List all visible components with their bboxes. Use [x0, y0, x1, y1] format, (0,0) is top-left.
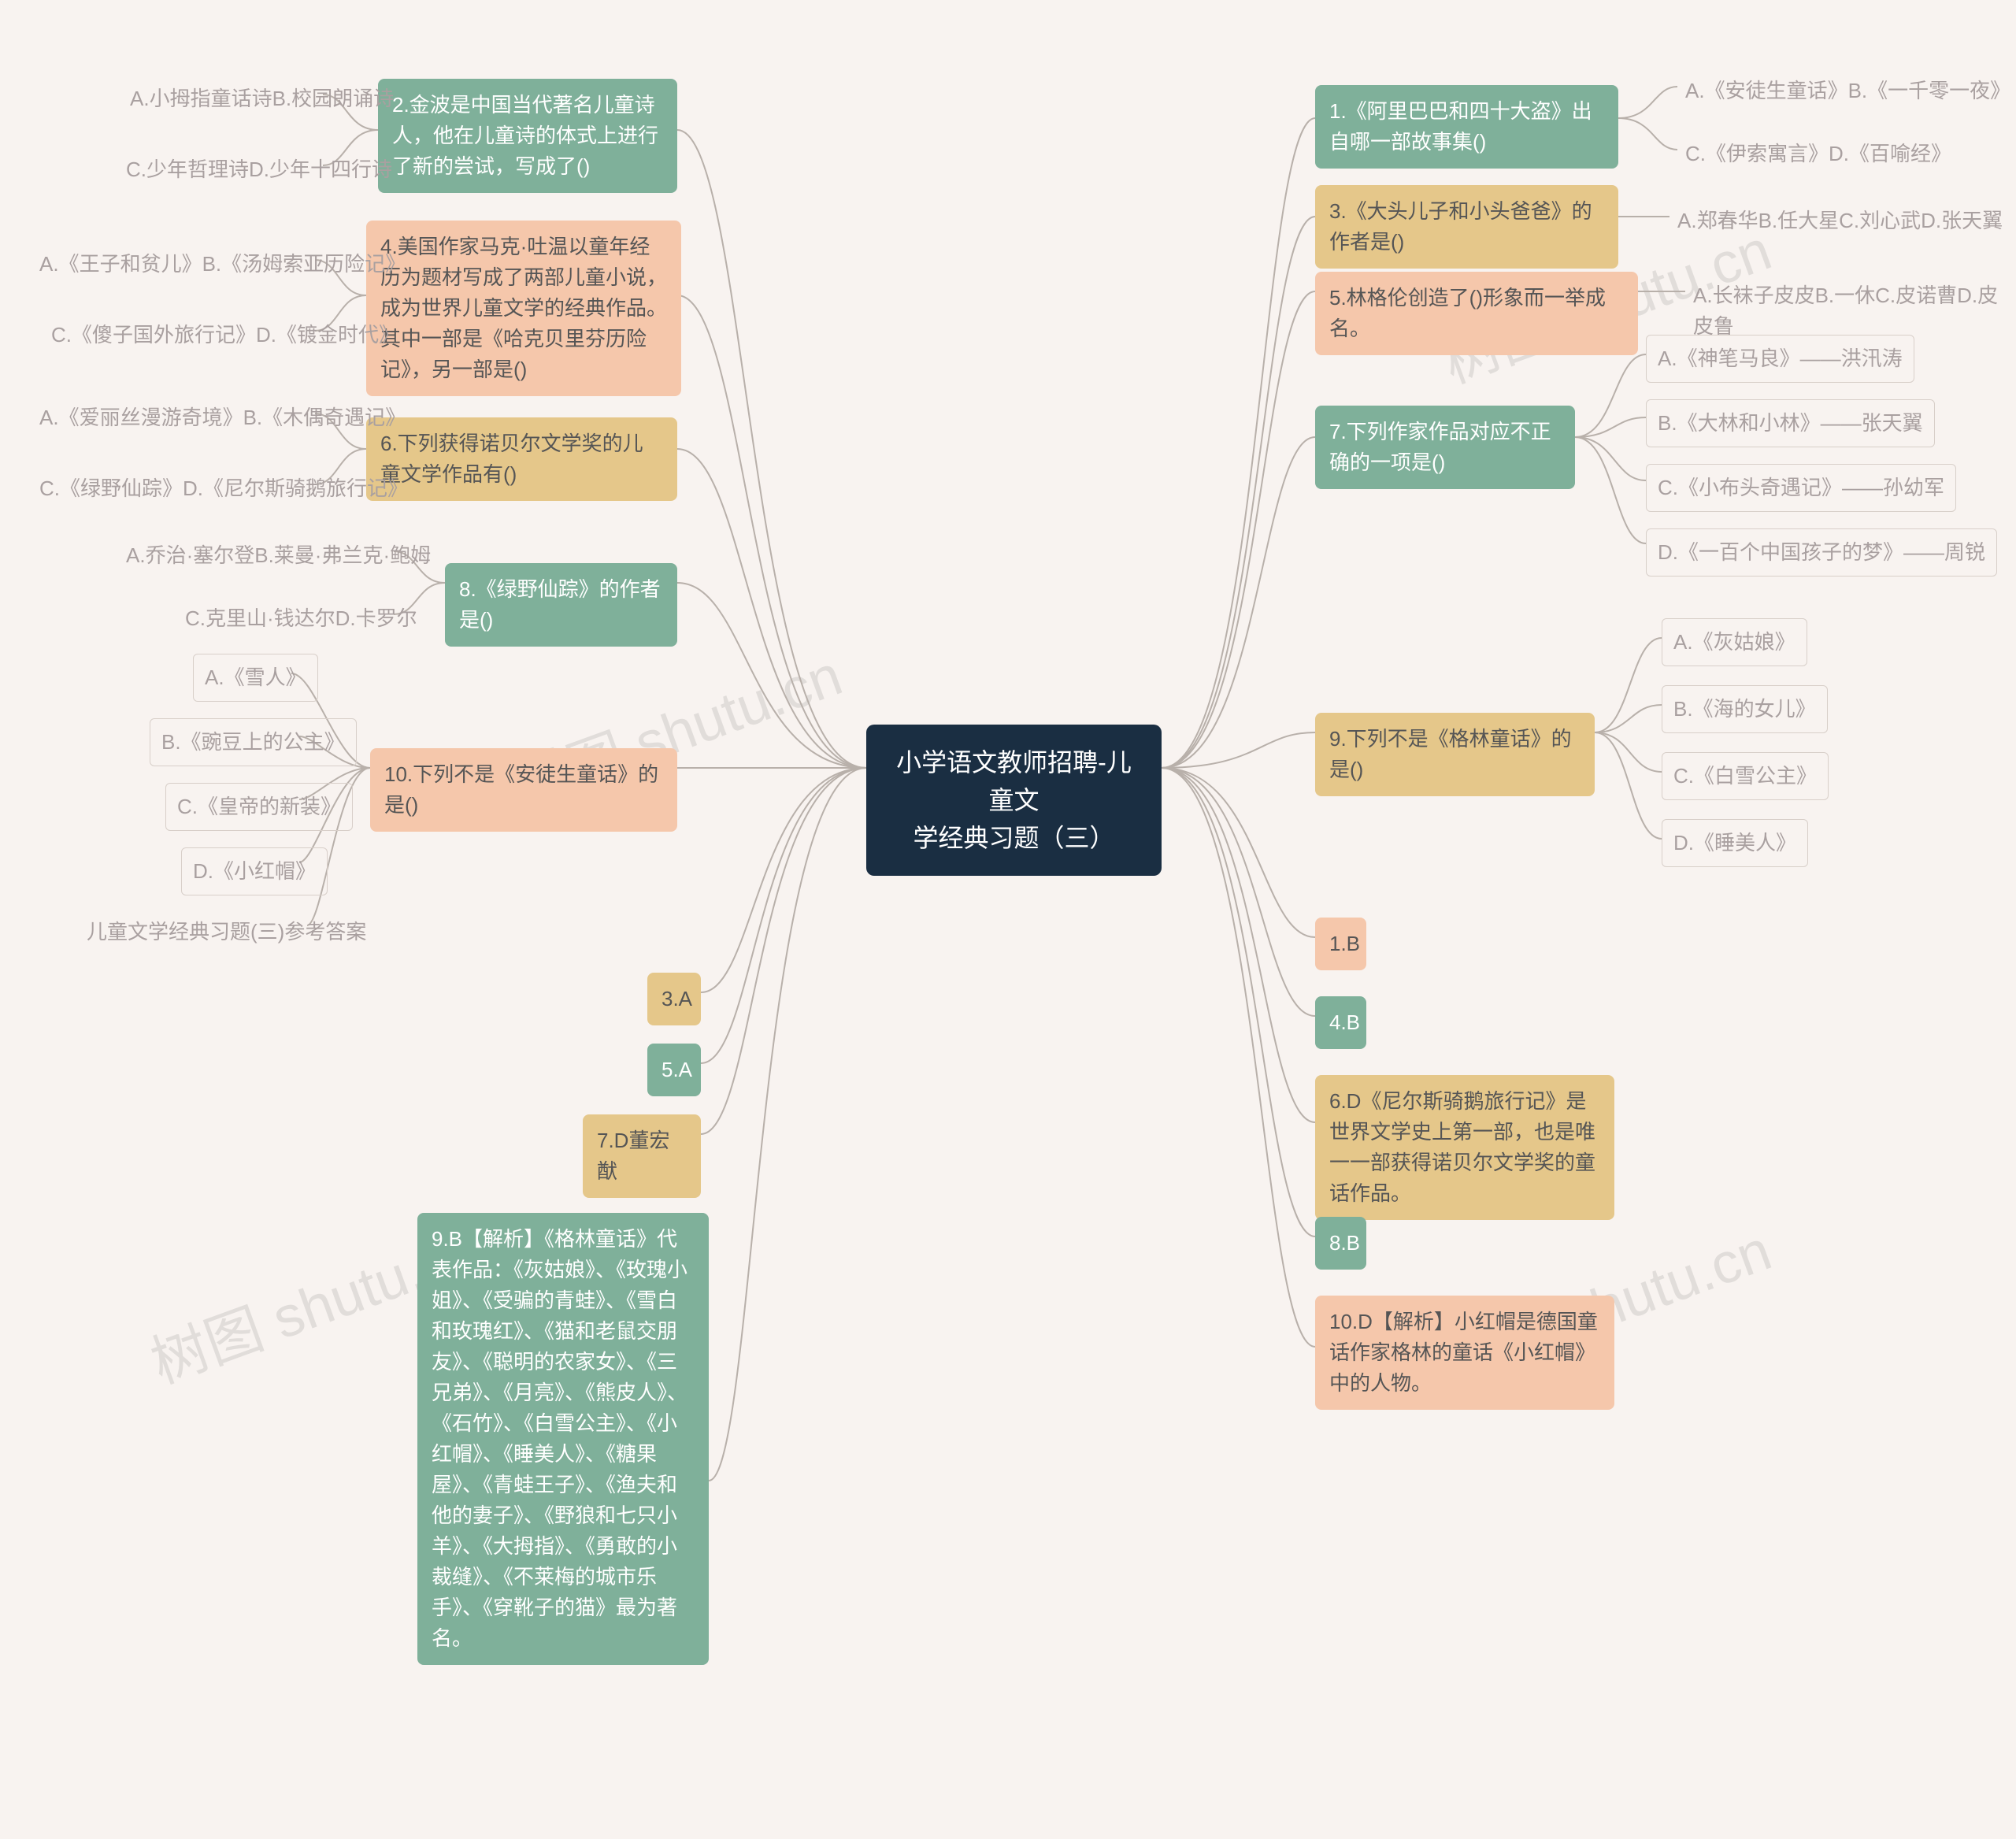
- q6-opt-a: A.《爱丽丝漫游奇境》B.《木偶奇遇记》: [32, 398, 413, 438]
- q7-node: 7.下列作家作品对应不正确的一项是(): [1315, 406, 1575, 489]
- q9-node: 9.下列不是《格林童话》的是(): [1315, 713, 1595, 796]
- q4-opt-a: A.《王子和贫儿》B.《汤姆索亚历险记》: [32, 244, 413, 284]
- q8-opt-c: C.克里山·钱达尔D.卡罗尔: [177, 599, 425, 639]
- q2-node: 2.金波是中国当代著名儿童诗人，他在儿童诗的体式上进行了新的尝试，写成了(): [378, 79, 677, 193]
- q3-node: 3.《大头儿子和小头爸爸》的作者是(): [1315, 185, 1618, 269]
- ans-10d: 10.D【解析】小红帽是德国童话作家格林的童话《小红帽》中的人物。: [1315, 1296, 1614, 1410]
- ans-5a: 5.A: [647, 1044, 701, 1096]
- q7-opt-b: B.《大林和小林》——张天翼: [1646, 399, 1935, 447]
- q10-opt-b: B.《豌豆上的公主》: [150, 718, 357, 766]
- ans-9b: 9.B【解析】《格林童话》代表作品：《灰姑娘》、《玫瑰小姐》、《受骗的青蛙》、《…: [417, 1213, 709, 1665]
- q7-opt-d: D.《一百个中国孩子的梦》——周锐: [1646, 528, 1997, 577]
- ans-3a: 3.A: [647, 973, 701, 1025]
- q4-node: 4.美国作家马克·吐温以童年经历为题材写成了两部儿童小说，成为世界儿童文学的经典…: [366, 221, 681, 396]
- q6-opt-c: C.《绿野仙踪》D.《尼尔斯骑鹅旅行记》: [32, 469, 416, 509]
- q1-opt-a: A.《安徒生童话》B.《一千零一夜》: [1677, 71, 2016, 111]
- q10-opt-c: C.《皇帝的新装》: [165, 783, 353, 831]
- q3-opt-a: A.郑春华B.任大星C.刘心武D.张天翼: [1670, 201, 2010, 241]
- q9-opt-d: D.《睡美人》: [1662, 819, 1808, 867]
- ans-7d: 7.D董宏猷: [583, 1114, 701, 1198]
- q9-opt-c: C.《白雪公主》: [1662, 752, 1829, 800]
- center-line1: 小学语文教师招聘-儿童文: [896, 748, 1132, 814]
- q2-opt-a: A.小拇指童话诗B.校园朗诵诗: [122, 79, 402, 119]
- q1-opt-c: C.《伊索寓言》D.《百喻经》: [1677, 134, 1959, 174]
- center-line2: 学经典习题（三）: [913, 824, 1114, 852]
- q10-node: 10.下列不是《安徒生童话》的是(): [370, 748, 677, 832]
- center-node: 小学语文教师招聘-儿童文 学经典习题（三）: [866, 725, 1162, 876]
- q10-opt-d: D.《小红帽》: [181, 847, 328, 895]
- q7-opt-a: A.《神笔马良》——洪汛涛: [1646, 335, 1914, 383]
- q10-opt-ans-label: 儿童文学经典习题(三)参考答案: [79, 912, 374, 952]
- q7-opt-c: C.《小布头奇遇记》——孙幼军: [1646, 464, 1956, 512]
- ans-6d: 6.D《尼尔斯骑鹅旅行记》是世界文学史上第一部，也是唯一一部获得诺贝尔文学奖的童…: [1315, 1075, 1614, 1220]
- q2-opt-c: C.少年哲理诗D.少年十四行诗: [118, 150, 400, 190]
- q1-node: 1.《阿里巴巴和四十大盗》出自哪一部故事集(): [1315, 85, 1618, 169]
- q10-opt-a: A.《雪人》: [193, 654, 318, 702]
- q8-node: 8.《绿野仙踪》的作者是(): [445, 563, 677, 647]
- ans-4b: 4.B: [1315, 996, 1366, 1049]
- q9-opt-a: A.《灰姑娘》: [1662, 618, 1807, 666]
- q5-node: 5.林格伦创造了()形象而一举成名。: [1315, 272, 1638, 355]
- ans-8b: 8.B: [1315, 1217, 1366, 1270]
- q4-opt-c: C.《傻子国外旅行记》D.《镀金时代》: [43, 315, 407, 355]
- q9-opt-b: B.《海的女儿》: [1662, 685, 1828, 733]
- q8-opt-a: A.乔治·塞尔登B.莱曼·弗兰克·鲍姆: [118, 536, 439, 576]
- ans-1b: 1.B: [1315, 918, 1366, 970]
